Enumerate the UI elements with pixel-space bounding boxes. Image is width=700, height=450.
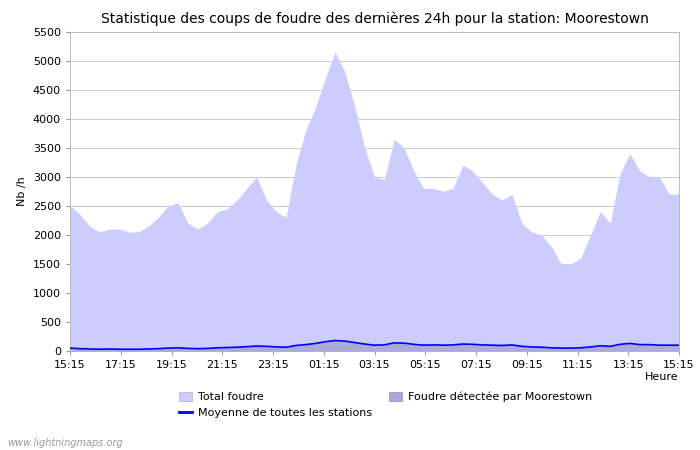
Text: Heure: Heure [645,372,679,382]
Y-axis label: Nb /h: Nb /h [18,176,27,206]
Text: www.lightningmaps.org: www.lightningmaps.org [7,438,122,448]
Legend: Total foudre, Moyenne de toutes les stations, Foudre détectée par Moorestown: Total foudre, Moyenne de toutes les stat… [179,392,592,418]
Title: Statistique des coups de foudre des dernières 24h pour la station: Moorestown: Statistique des coups de foudre des dern… [101,12,648,26]
